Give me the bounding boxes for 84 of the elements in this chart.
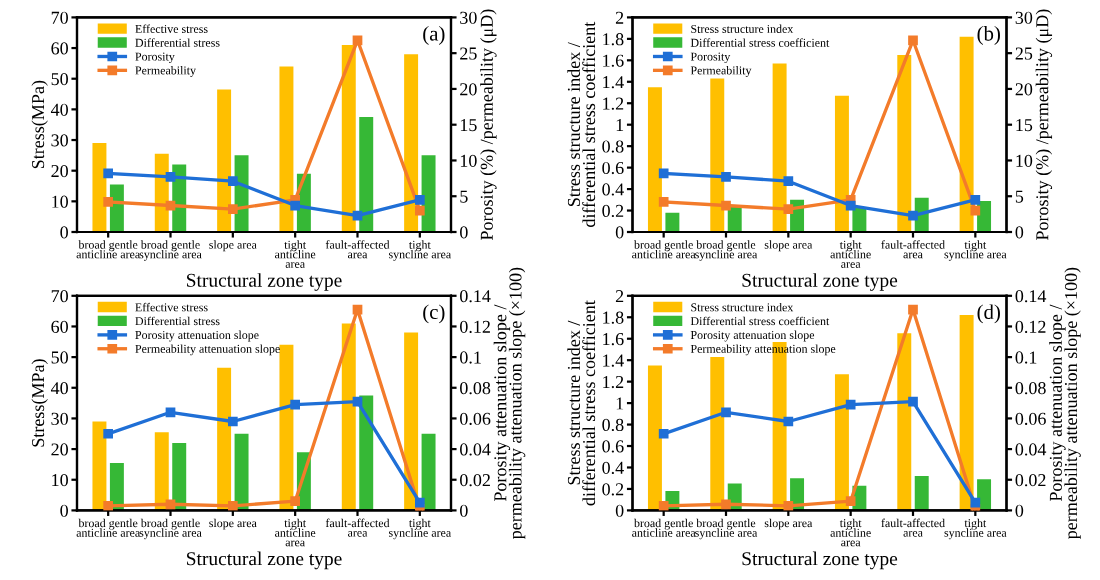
y-tick-label: 1 bbox=[616, 119, 624, 131]
y-tick-label: 50 bbox=[51, 72, 68, 86]
x-axis-title: Structural zone type bbox=[187, 273, 342, 291]
y2-axis-title: Porosity (%) /permeability (μD) bbox=[1035, 9, 1053, 241]
x-axis-title: Structural zone type bbox=[742, 273, 898, 291]
y-tick-label: 0 bbox=[60, 504, 68, 517]
y-tick-label: 0.4 bbox=[602, 183, 624, 196]
annotation: (d) bbox=[977, 304, 1000, 324]
x-axis-title: Structural zone type bbox=[187, 551, 342, 570]
y2-tick-label: 15 bbox=[1016, 119, 1033, 132]
y2-tick-label: 0.1 bbox=[460, 351, 481, 364]
y2-tick-label: 0.06 bbox=[460, 412, 491, 425]
y-tick-label: 0.2 bbox=[602, 483, 624, 496]
y-axis-title: Stress(MPa) bbox=[31, 359, 48, 447]
y2-tick-label: 0 bbox=[460, 504, 468, 517]
y-tick-label: 70 bbox=[51, 290, 68, 303]
y-tick-label: 2 bbox=[615, 11, 624, 24]
y-tick-label: 0 bbox=[615, 504, 624, 517]
y2-tick-label: 0.12 bbox=[1015, 320, 1046, 333]
y-tick-label: 0.6 bbox=[602, 440, 624, 453]
y-tick-label: 10 bbox=[52, 474, 68, 487]
y2-tick-label: 30 bbox=[1015, 11, 1033, 24]
y2-axis-title: Porosity attenuation slope / permeability attenuation slope (×100) bbox=[1049, 267, 1081, 540]
y2-tick-label: 0 bbox=[1015, 226, 1024, 239]
y2-tick-label: 5 bbox=[460, 190, 468, 203]
y-tick-label: 0.8 bbox=[602, 140, 624, 153]
y-tick-label: 1 bbox=[616, 397, 624, 410]
y2-tick-label: 10 bbox=[1016, 154, 1033, 167]
y-axis-title: Stress structure index / differential stress coefficient bbox=[567, 300, 596, 506]
y-tick-label: 0.2 bbox=[602, 204, 624, 218]
y-tick-label: 1.4 bbox=[603, 76, 624, 89]
y-tick-label: 0.4 bbox=[602, 461, 624, 474]
y-tick-label: 1.8 bbox=[603, 33, 624, 46]
y2-tick-label: 10 bbox=[460, 154, 477, 167]
y2-tick-label: 0 bbox=[460, 226, 468, 239]
y2-tick-label: 0.14 bbox=[1015, 290, 1047, 303]
y-tick-label: 70 bbox=[51, 11, 68, 24]
y-tick-label: 1.8 bbox=[603, 311, 624, 324]
y-tick-label: 60 bbox=[51, 320, 68, 333]
y2-tick-label: 20 bbox=[460, 83, 477, 96]
y-tick-label: 30 bbox=[51, 134, 68, 147]
y2-tick-label: 0.04 bbox=[1015, 443, 1047, 456]
y-tick-label: 40 bbox=[50, 103, 68, 116]
y-tick-label: 30 bbox=[51, 412, 68, 425]
y-tick-label: 1.6 bbox=[603, 333, 624, 346]
y2-tick-label: 25 bbox=[1015, 47, 1033, 60]
y-tick-label: 20 bbox=[51, 443, 68, 456]
y-tick-label: 10 bbox=[52, 195, 68, 208]
y-tick-label: 1.4 bbox=[603, 354, 624, 367]
y2-axis-title: Porosity (%) /permeability (μD) bbox=[480, 9, 497, 241]
annotation: (c) bbox=[423, 304, 445, 324]
annotation: (a) bbox=[423, 25, 445, 45]
y2-tick-label: 0.04 bbox=[460, 443, 491, 456]
y-tick-label: 40 bbox=[50, 382, 68, 395]
y-axis-title: Stress structure index / differential stress coefficient bbox=[567, 21, 596, 227]
y2-tick-label: 0.02 bbox=[1015, 474, 1046, 487]
y-tick-label: 0.6 bbox=[602, 161, 624, 175]
y2-tick-label: 0.06 bbox=[1015, 412, 1046, 425]
y-tick-label: 0.8 bbox=[602, 418, 624, 432]
y2-tick-label: 0.12 bbox=[460, 320, 490, 333]
annotation: (b) bbox=[977, 25, 1000, 45]
y-tick-label: 1.2 bbox=[603, 97, 624, 110]
y-axis-title: Stress(MPa) bbox=[31, 80, 48, 169]
y-tick-label: 2 bbox=[615, 290, 624, 303]
y2-tick-label: 0.02 bbox=[460, 474, 490, 487]
y2-tick-label: 30 bbox=[460, 11, 477, 24]
y-tick-label: 50 bbox=[51, 351, 68, 364]
y-tick-label: 1.6 bbox=[603, 54, 624, 67]
x-axis-title: Structural zone type bbox=[742, 551, 898, 570]
y-tick-label: 0 bbox=[60, 226, 68, 239]
y2-axis-title: Porosity attenuation slope / permeability attenuation slope (×100) bbox=[493, 267, 526, 540]
y-tick-label: 20 bbox=[51, 164, 68, 178]
y2-tick-label: 0.1 bbox=[1015, 351, 1037, 364]
y2-tick-label: 15 bbox=[460, 119, 477, 132]
y2-tick-label: 0.08 bbox=[1015, 382, 1046, 395]
y2-tick-label: 0 bbox=[1015, 504, 1024, 517]
y2-tick-label: 20 bbox=[1015, 83, 1033, 96]
y2-tick-label: 0.08 bbox=[460, 382, 491, 395]
y-tick-label: 0 bbox=[615, 226, 624, 239]
y-tick-label: 60 bbox=[51, 42, 68, 55]
y2-tick-label: 25 bbox=[460, 47, 477, 60]
y2-tick-label: 0.14 bbox=[460, 290, 491, 303]
y2-tick-label: 5 bbox=[1015, 190, 1024, 203]
y-tick-label: 1.2 bbox=[603, 375, 624, 389]
